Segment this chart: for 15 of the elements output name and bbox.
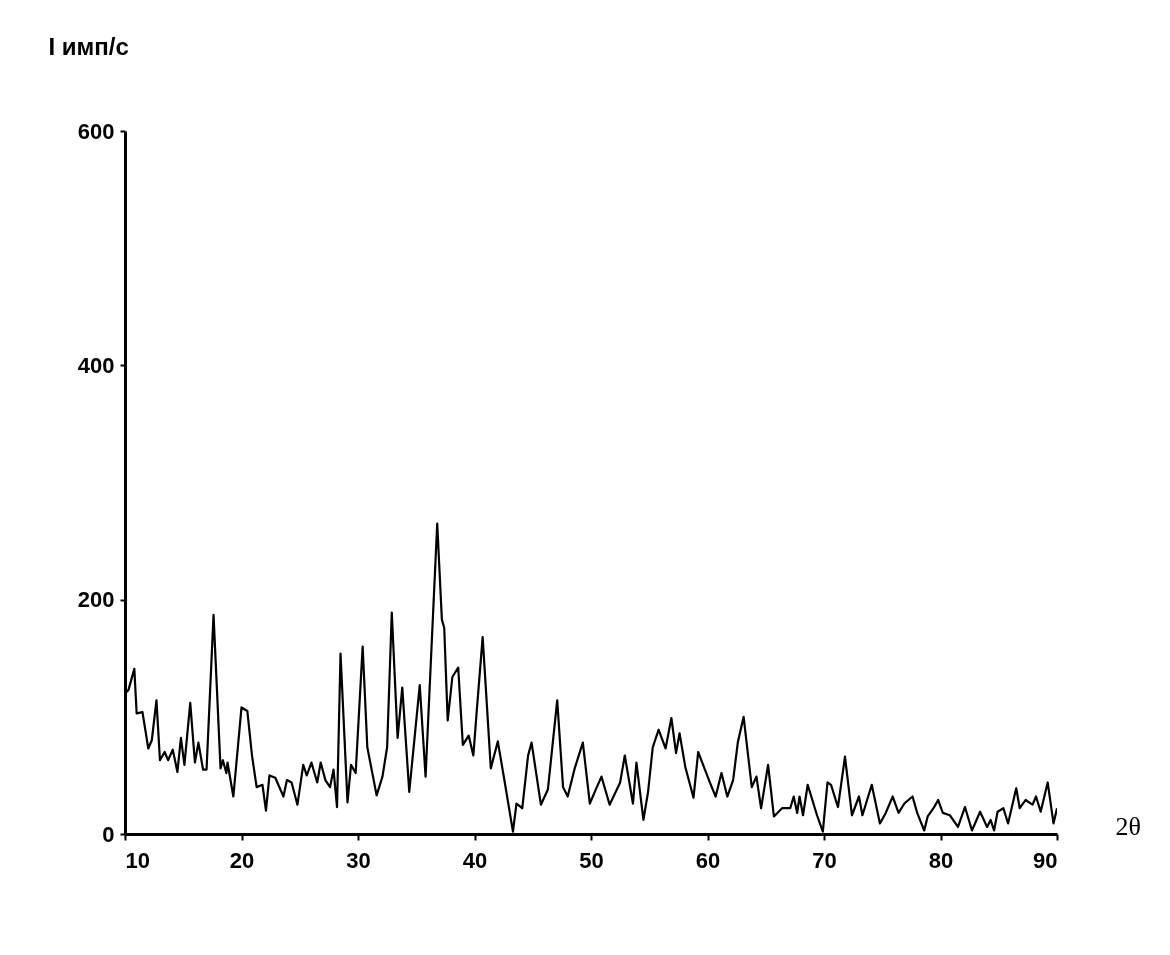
x-tick-label: 70 <box>812 847 837 873</box>
x-tick-label: 90 <box>1033 847 1058 873</box>
y-tick-label: 400 <box>77 352 115 378</box>
y-tick-label: 0 <box>102 821 115 847</box>
x-tick-label: 20 <box>229 847 255 873</box>
x-tick-label: 60 <box>695 847 721 873</box>
x-tick-label: 10 <box>125 847 150 873</box>
x-tick-label: 50 <box>579 847 604 873</box>
x-tick-label: 40 <box>462 847 488 873</box>
x-tick-label: 80 <box>928 847 954 873</box>
y-axis-title: I имп/с <box>48 32 129 60</box>
x-tick-label: 30 <box>346 847 371 873</box>
y-tick-label: 600 <box>77 118 115 144</box>
x-axis-title: 2θ <box>1115 811 1141 841</box>
y-tick-label: 200 <box>77 587 115 613</box>
